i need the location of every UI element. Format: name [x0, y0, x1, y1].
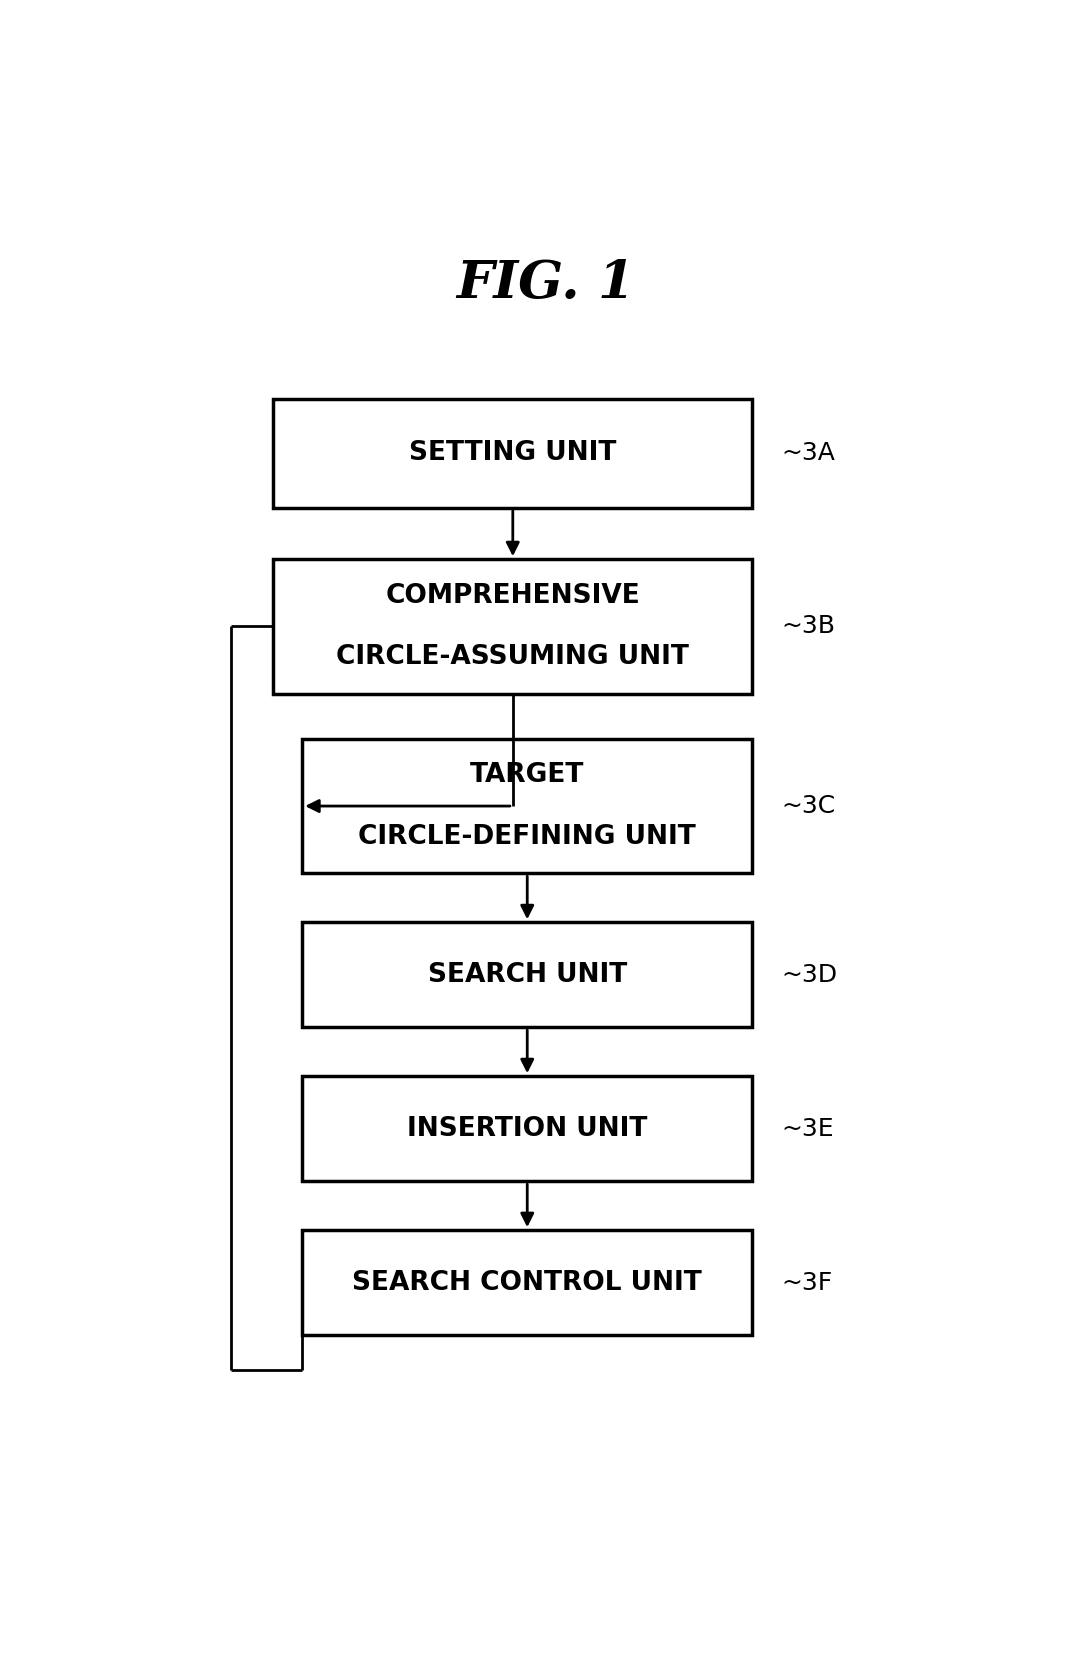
Text: CIRCLE-ASSUMING UNIT: CIRCLE-ASSUMING UNIT — [337, 645, 689, 670]
Text: COMPREHENSIVE: COMPREHENSIVE — [386, 583, 640, 608]
Text: FIG. 1: FIG. 1 — [457, 258, 635, 308]
Text: ~3D: ~3D — [781, 963, 837, 986]
FancyBboxPatch shape — [274, 398, 752, 508]
FancyBboxPatch shape — [302, 738, 752, 873]
Text: ~3C: ~3C — [781, 795, 835, 818]
Text: SEARCH CONTROL UNIT: SEARCH CONTROL UNIT — [353, 1269, 702, 1296]
FancyBboxPatch shape — [274, 560, 752, 693]
Text: ~3A: ~3A — [781, 441, 835, 465]
Text: TARGET: TARGET — [470, 763, 585, 788]
FancyBboxPatch shape — [302, 1230, 752, 1334]
Text: ~3F: ~3F — [781, 1271, 832, 1294]
Text: CIRCLE-DEFINING UNIT: CIRCLE-DEFINING UNIT — [358, 825, 697, 850]
Text: SEARCH UNIT: SEARCH UNIT — [428, 961, 627, 988]
Text: SETTING UNIT: SETTING UNIT — [409, 440, 617, 466]
Text: ~3B: ~3B — [781, 615, 835, 638]
FancyBboxPatch shape — [302, 923, 752, 1028]
Text: INSERTION UNIT: INSERTION UNIT — [407, 1116, 648, 1141]
Text: ~3E: ~3E — [781, 1116, 834, 1141]
FancyBboxPatch shape — [302, 1076, 752, 1181]
